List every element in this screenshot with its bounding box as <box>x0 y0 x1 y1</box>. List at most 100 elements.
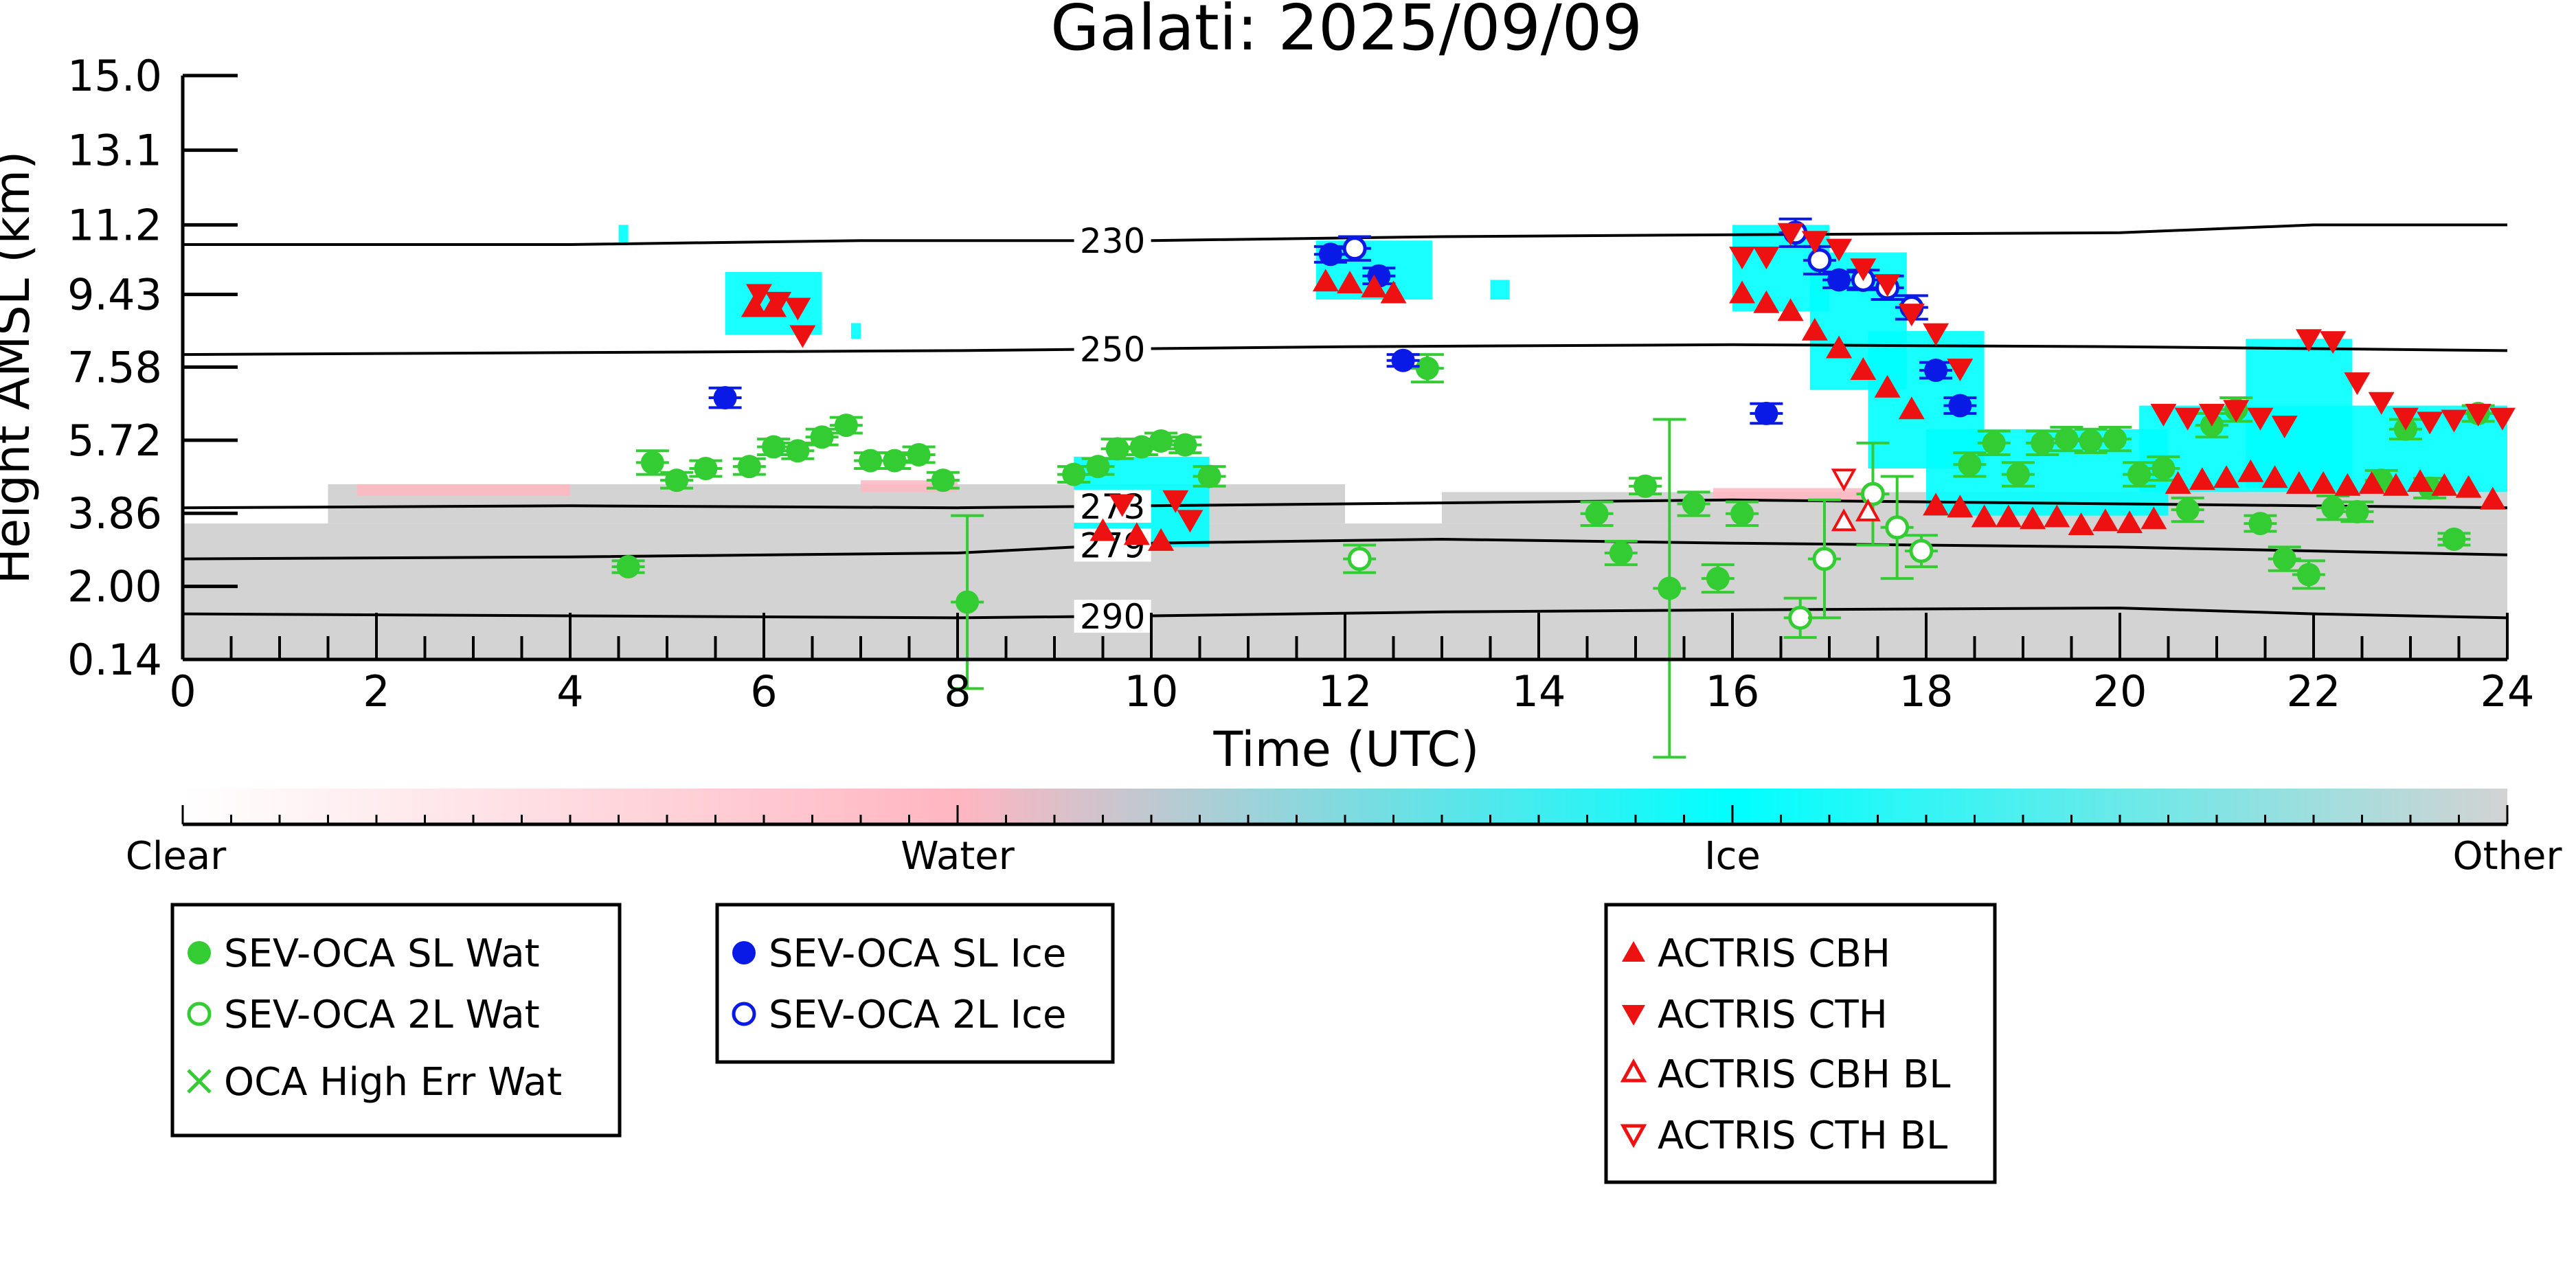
marker-actris-cbh <box>1123 522 1150 545</box>
contour-label-290: 290 <box>1080 597 1145 637</box>
marker-actris-cbh <box>1801 317 1828 341</box>
marker-sev-oca-sl-wat <box>660 468 694 493</box>
marker-actris-cth <box>2489 407 2516 431</box>
legend-label-sl-wat: SEV-OCA SL Wat <box>224 931 540 976</box>
marker-actris-cth <box>789 325 816 348</box>
y-axis-label: Height AMSL (km) <box>0 151 41 585</box>
marker-sev-oca-sl-wat <box>2340 499 2374 523</box>
marker-actris-cbh <box>2310 471 2337 494</box>
water-region <box>1713 488 1878 500</box>
marker-actris-cbh <box>1777 298 1804 321</box>
marker-sev-oca-sl-wat <box>2437 527 2471 551</box>
legend-marker-cbh-bl <box>1620 1058 1647 1083</box>
x-tick-label: 2 <box>363 666 389 716</box>
marker-actris-cth <box>2392 407 2419 431</box>
marker-actris-cth <box>1923 323 1950 346</box>
marker-sev-oca-sl-wat <box>1701 563 1735 594</box>
marker-sev-oca-sl-wat <box>689 457 723 481</box>
legend-frame <box>170 903 622 1138</box>
marker-actris-cth <box>2174 407 2201 431</box>
marker-actris-cth <box>2344 372 2371 396</box>
marker-actris-cbh <box>2261 465 2288 488</box>
marker-sev-oca-sl-wat <box>2050 425 2083 453</box>
colorbar-label-water: Water <box>901 834 1015 879</box>
x-tick-label: 10 <box>1125 666 1179 716</box>
contour-line-279 <box>182 537 2508 561</box>
marker-actris-cbh <box>2358 471 2385 494</box>
legend-marker-cth-bl <box>1620 1124 1647 1149</box>
contour-line-250 <box>182 343 2508 357</box>
legend-marker-sl-wat <box>188 941 211 964</box>
x-tick-label: 0 <box>169 666 196 716</box>
marker-sev-oca-sl-wat <box>732 455 766 479</box>
marker-sev-oca-sl-wat <box>635 449 669 476</box>
legend-box-actris: ACTRIS CBH ACTRIS CTH ACTRIS CBH BL ACTR… <box>1604 903 1997 1184</box>
marker-sev-oca-sl-wat <box>757 435 791 459</box>
marker-actris-cbh <box>1826 335 1853 359</box>
marker-sev-oca-sl-ice <box>1919 359 1953 383</box>
legend-marker-sl-ice <box>732 941 756 964</box>
marker-sev-oca-sl-ice <box>1386 348 1420 372</box>
y-tick-label: 2.00 <box>67 562 162 612</box>
marker-sev-oca-sl-ice <box>708 386 742 410</box>
marker-actris-cbh <box>1898 396 1925 420</box>
marker-actris-cth <box>2417 411 2443 435</box>
x-tick-label: 12 <box>1318 666 1372 716</box>
y-tick-label: 13.1 <box>67 126 162 176</box>
marker-actris-cbh <box>1947 495 1974 518</box>
contour-line-230 <box>183 223 2507 246</box>
marker-actris-cth <box>1109 494 1136 517</box>
colorbar-label-ice: Ice <box>1704 834 1761 879</box>
marker-sev-oca-sl-wat <box>1677 490 1710 517</box>
marker-sev-oca-sl-ice <box>1943 394 1977 418</box>
marker-sev-oca-sl-wat <box>1604 539 1638 567</box>
x-tick-label: 6 <box>750 666 777 716</box>
marker-actris-cth <box>2271 416 2298 439</box>
marker-actris-cth <box>1729 247 1756 270</box>
y-tick-label: 5.72 <box>67 416 162 466</box>
legend-label-high-err-wat: OCA High Err Wat <box>224 1060 562 1105</box>
marker-actris-cbh <box>1850 357 1877 381</box>
x-axis-label: Time (UTC) <box>1213 721 1480 778</box>
colorbar-ticks <box>181 805 2509 824</box>
marker-actris-cth <box>1177 510 1204 533</box>
marker-actris-cbh <box>2020 506 2046 530</box>
marker-actris-cth <box>1947 359 1974 382</box>
colorbar-label-other: Other <box>2452 834 2562 879</box>
marker-actris-cbh <box>2140 506 2167 530</box>
legend-frame <box>1604 903 1997 1184</box>
contour-label-bg <box>1074 224 1151 258</box>
marker-actris-cbh-bl <box>1831 508 1857 532</box>
x-tick-label: 20 <box>2093 666 2147 716</box>
contour-line-273 <box>182 498 2508 510</box>
marker-actris-cbh <box>2407 469 2434 493</box>
marker-actris-cth-bl <box>1831 468 1857 492</box>
contour-label-bg <box>1074 600 1151 633</box>
marker-actris-cbh <box>2431 473 2458 496</box>
x-tick-label: 22 <box>2287 666 2341 716</box>
y-tick-label: 11.2 <box>67 200 162 250</box>
marker-sev-oca-sl-wat <box>805 425 839 449</box>
marker-actris-cbh <box>1874 374 1901 398</box>
marker-sev-oca-sl-wat <box>829 414 863 438</box>
marker-sev-oca-sl-wat <box>1726 500 1759 527</box>
marker-actris-cbh <box>1923 493 1950 516</box>
legend-box-ice: SEV-OCA SL Ice SEV-OCA 2L Ice <box>715 903 1115 1064</box>
x-tick-label: 14 <box>1512 666 1566 716</box>
marker-actris-cth <box>1753 247 1780 270</box>
marker-actris-cbh <box>2165 471 2191 494</box>
marker-actris-cbh <box>2237 459 2264 482</box>
marker-sev-oca-sl-wat <box>1193 464 1226 488</box>
y-tick-label: 15.0 <box>67 51 162 101</box>
marker-actris-cbh <box>2044 504 2070 528</box>
marker-actris-cth <box>2320 331 2347 354</box>
marker-sev-oca-sl-wat <box>902 442 936 466</box>
marker-actris-cbh <box>2116 510 2143 534</box>
x-tick-label: 4 <box>556 666 583 716</box>
marker-actris-cth <box>1898 304 1925 327</box>
marker-actris-cbh <box>2213 465 2240 488</box>
marker-actris-cbh <box>1361 274 1388 297</box>
marker-sev-oca-2l-ice <box>1338 235 1372 262</box>
marker-sev-oca-sl-wat <box>2026 429 2059 456</box>
